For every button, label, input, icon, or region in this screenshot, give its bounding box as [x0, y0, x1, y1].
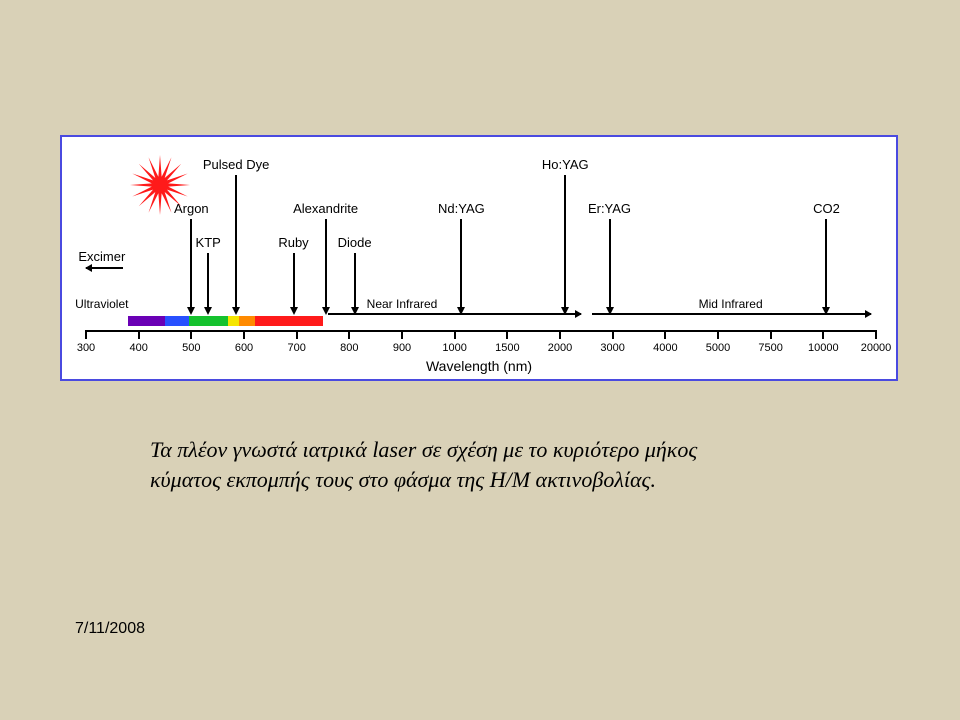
axis-tick-label: 1000 [442, 342, 466, 354]
laser-line [293, 253, 295, 307]
region-label: Mid Infrared [699, 297, 763, 311]
axis-tick-label: 1500 [495, 342, 519, 354]
excimer-arrow [86, 267, 123, 269]
laser-line [825, 219, 827, 307]
laser-line [609, 219, 611, 307]
laser-arrowhead [232, 307, 240, 315]
laser-label: Alexandrite [293, 201, 358, 216]
axis-tick [243, 330, 245, 339]
caption-line-1: Τα πλέον γνωστά ιατρικά laser σε σχέση μ… [150, 437, 697, 462]
axis-tick [612, 330, 614, 339]
axis-tick-label: 800 [340, 342, 358, 354]
axis-tick [717, 330, 719, 339]
axis-tick-label: 20000 [861, 342, 892, 354]
region-label: Ultraviolet [75, 297, 128, 311]
axis-line [86, 330, 876, 332]
laser-line [190, 219, 192, 307]
axis-tick-label: 5000 [706, 342, 730, 354]
laser-arrowhead [822, 307, 830, 315]
footer-date: 7/11/2008 [75, 620, 145, 638]
laser-line [460, 219, 462, 307]
laser-arrowhead [351, 307, 359, 315]
axis-tick [875, 330, 877, 339]
laser-arrowhead [204, 307, 212, 315]
laser-arrowhead [561, 307, 569, 315]
laser-line [207, 253, 209, 307]
axis-tick-label: 10000 [808, 342, 839, 354]
axis-tick-label: 3000 [600, 342, 624, 354]
spectrum-segment [239, 316, 255, 326]
axis-tick [822, 330, 824, 339]
laser-arrowhead [457, 307, 465, 315]
laser-line [564, 175, 566, 307]
axis-tick-label: 2000 [548, 342, 572, 354]
region-arrow [328, 313, 581, 315]
axis-tick-label: 600 [235, 342, 253, 354]
region-label: Near Infrared [367, 297, 438, 311]
caption: Τα πλέον γνωστά ιατρικά laser σε σχέση μ… [150, 435, 697, 494]
axis-tick-label: 400 [129, 342, 147, 354]
laser-line [235, 175, 237, 307]
caption-line-2: κύματος εκπομπής τους στο φάσμα της Η/Μ … [150, 467, 656, 492]
axis-tick [85, 330, 87, 339]
axis-tick [770, 330, 772, 339]
laser-label-excimer: Excimer [78, 249, 125, 264]
spectrum-chart: 300 400 500 600 700 800 900 1000 1500 2000 3000 400… [60, 135, 898, 381]
laser-label: Nd:YAG [438, 201, 485, 216]
laser-arrowhead [322, 307, 330, 315]
axis-tick [401, 330, 403, 339]
axis-tick-label: 300 [77, 342, 95, 354]
laser-label: KTP [196, 235, 221, 250]
axis-tick [506, 330, 508, 339]
laser-arrowhead [187, 307, 195, 315]
spectrum-segment [128, 316, 165, 326]
laser-line [354, 253, 356, 307]
laser-burst-icon [130, 155, 190, 215]
axis-tick [454, 330, 456, 339]
axis-tick [664, 330, 666, 339]
axis-tick [559, 330, 561, 339]
laser-label: Ruby [278, 235, 308, 250]
axis-tick [138, 330, 140, 339]
laser-label: Diode [338, 235, 372, 250]
spectrum-segment [228, 316, 239, 326]
laser-label: Ho:YAG [542, 157, 589, 172]
axis-title: Wavelength (nm) [426, 358, 532, 374]
laser-label: Pulsed Dye [203, 157, 269, 172]
axis-tick [296, 330, 298, 339]
laser-label: Er:YAG [588, 201, 631, 216]
axis-tick [190, 330, 192, 339]
laser-arrowhead [606, 307, 614, 315]
laser-line [325, 219, 327, 307]
spectrum-segment [255, 316, 323, 326]
spectrum-segment [165, 316, 189, 326]
laser-arrowhead [290, 307, 298, 315]
axis-tick-label: 4000 [653, 342, 677, 354]
axis-tick-label: 900 [393, 342, 411, 354]
laser-label: CO2 [813, 201, 840, 216]
spectrum-segment [189, 316, 229, 326]
axis-tick [348, 330, 350, 339]
axis-tick-label: 7500 [758, 342, 782, 354]
axis-tick-label: 500 [182, 342, 200, 354]
axis-tick-label: 700 [287, 342, 305, 354]
